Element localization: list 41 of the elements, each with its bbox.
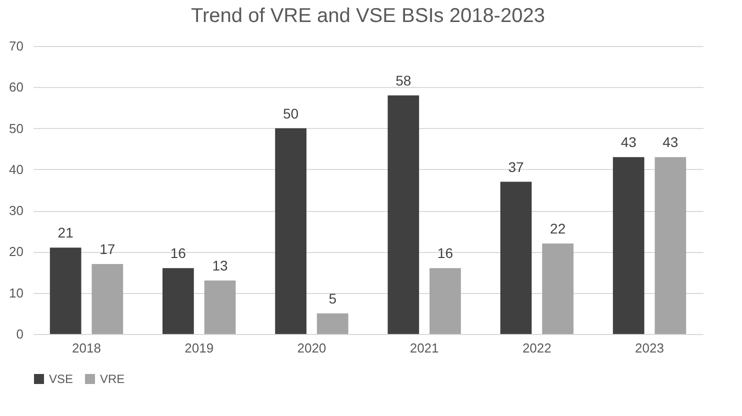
x-tick-label: 2019	[184, 340, 214, 356]
x-tick-label: 2020	[297, 340, 326, 356]
data-label: 22	[550, 220, 566, 236]
data-label: 17	[100, 241, 116, 258]
data-label: 21	[58, 224, 74, 241]
data-label: 43	[620, 134, 637, 150]
y-tick-label: 60	[9, 80, 24, 95]
y-tick-label: 50	[9, 120, 24, 136]
y-tick-label: 30	[9, 203, 24, 218]
bar	[204, 280, 236, 334]
bar	[388, 95, 420, 334]
data-label: 16	[437, 245, 454, 262]
y-tick-label: 70	[9, 38, 24, 54]
bar	[92, 264, 124, 334]
data-label: 5	[328, 290, 337, 306]
legend-label: VRE	[100, 372, 125, 386]
data-label: 37	[508, 158, 524, 175]
x-tick-label: 2022	[522, 340, 552, 356]
y-tick-label: 0	[16, 326, 24, 342]
bar	[500, 182, 532, 334]
data-label: 13	[212, 258, 228, 274]
x-tick-label: 2023	[635, 340, 664, 356]
bar	[612, 157, 644, 334]
bar	[275, 128, 306, 334]
data-label: 50	[282, 105, 299, 122]
bar	[542, 243, 574, 334]
data-label: 16	[170, 245, 186, 262]
chart-title: Trend of VRE and VSE BSIs 2018-2023	[191, 5, 545, 27]
bar	[162, 268, 194, 334]
y-tick-label: 10	[9, 285, 24, 300]
y-tick-label: 20	[9, 244, 24, 260]
x-tick-label: 2018	[72, 340, 101, 356]
bar	[430, 268, 461, 334]
data-label: 58	[396, 72, 412, 88]
bar	[316, 313, 348, 334]
bar	[50, 248, 82, 334]
legend-label: VSE	[49, 372, 74, 386]
bar	[654, 157, 686, 334]
data-label: 43	[662, 134, 678, 150]
x-tick-label: 2021	[410, 340, 439, 356]
y-tick-label: 40	[9, 162, 24, 177]
